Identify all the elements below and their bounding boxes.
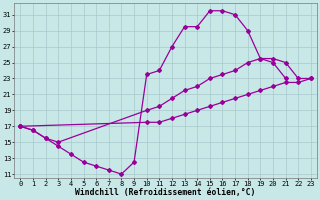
X-axis label: Windchill (Refroidissement éolien,°C): Windchill (Refroidissement éolien,°C) xyxy=(76,188,256,197)
